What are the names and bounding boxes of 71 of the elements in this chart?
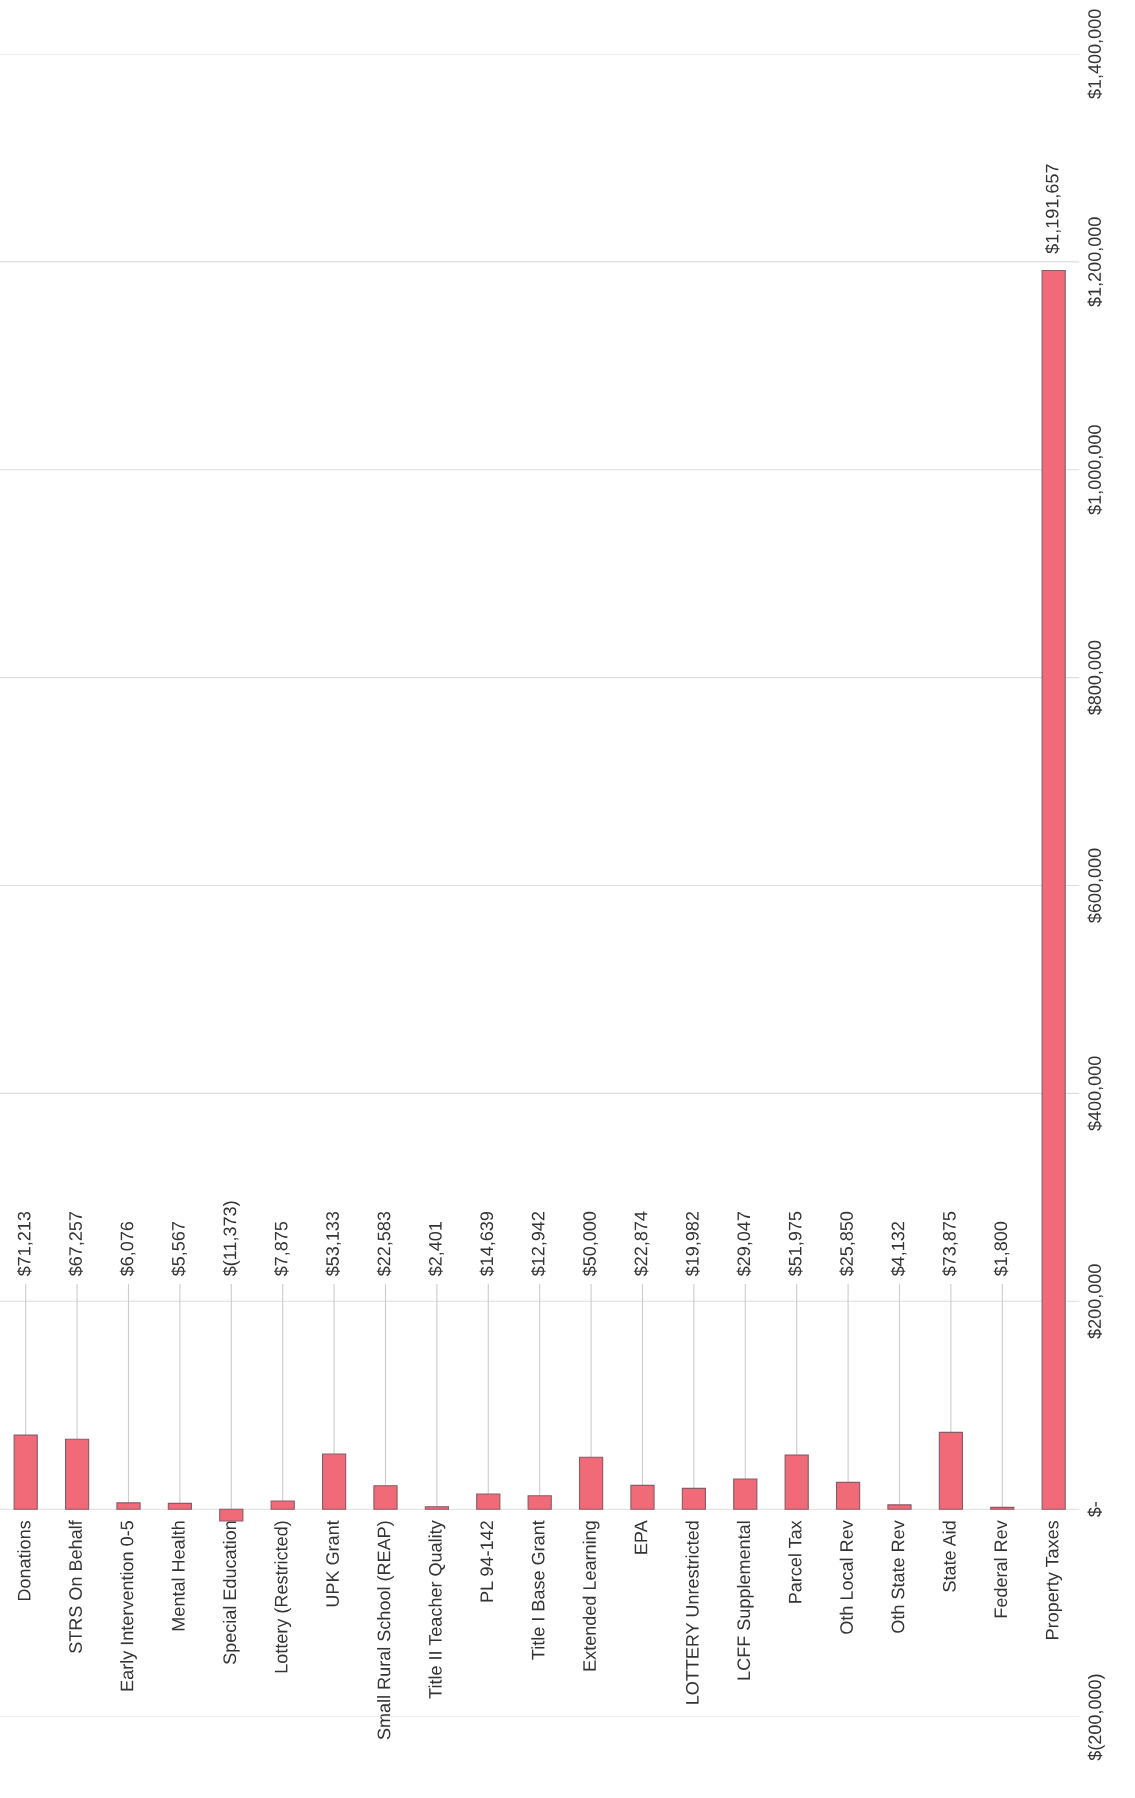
data-label: $14,639 [479,1211,496,1277]
data-label: $2,401 [428,1222,444,1277]
bar [578,1456,604,1510]
bar [64,1438,90,1510]
bar [13,1434,38,1510]
x-tick-label: State Aid [942,1521,956,1592]
bar [424,1506,450,1510]
x-tick-label: UPK Grant [326,1520,339,1607]
data-label: $5,567 [171,1222,187,1277]
data-label: $22,874 [633,1211,650,1277]
x-tick-label: EPA [634,1520,648,1554]
bar [887,1504,912,1510]
data-label: $1,800 [993,1221,1010,1277]
x-tick-label: Oth State Rev [891,1520,905,1633]
data-label: $73,875 [942,1211,958,1277]
bar [167,1502,193,1510]
bar [219,1508,244,1522]
data-label: $53,133 [325,1211,342,1277]
bar [116,1502,141,1510]
y-tick-label: $400,000 [1087,1056,1104,1131]
x-tick-label: LCFF Supplemental [736,1521,754,1680]
data-label: $22,583 [376,1211,393,1277]
y-tick-label: $200,000 [1087,1264,1104,1339]
x-tick-label: Small Rural School (REAP) [377,1521,394,1740]
y-tick-label: $(200,000) [1087,1674,1105,1761]
data-label: $25,850 [839,1211,856,1277]
bar [321,1453,347,1510]
data-label: $(11,373) [222,1201,240,1277]
x-tick-label: PL 94-142 [480,1521,494,1602]
x-tick-label: Title I Base Grant [531,1520,545,1660]
data-label: $1,191,657 [1044,164,1061,254]
x-tick-label: STRS On Behalf [68,1520,82,1653]
data-label: $6,076 [119,1221,136,1277]
bar [373,1485,398,1510]
y-tick-label: $1,000,000 [1087,425,1104,515]
bar [270,1500,295,1510]
x-tick-label: Early Intervention 0-5 [120,1521,137,1691]
y-tick-label: $1,200,000 [1087,217,1104,307]
data-label: $4,132 [890,1222,907,1277]
data-label: $71,213 [17,1211,33,1277]
y-tick-label: $600,000 [1087,848,1104,923]
bar [630,1484,655,1510]
x-tick-label: Lottery (Restricted) [274,1521,292,1673]
data-label: $51,975 [787,1211,804,1277]
x-tick-label: Donations [17,1520,31,1601]
y-tick-label: $800,000 [1087,640,1104,716]
bar [938,1431,964,1510]
x-tick-label: Extended Learning [582,1521,600,1671]
bar [784,1454,809,1510]
bar [835,1481,861,1510]
bar [527,1495,552,1510]
x-tick-label: Parcel Tax [788,1520,802,1603]
data-label: $50,000 [582,1211,599,1277]
y-tick-label: $- [1087,1501,1103,1518]
x-tick-label: Property Taxes [1045,1520,1063,1639]
x-tick-label: Title II Teacher Quality [428,1520,446,1699]
x-tick-label: Federal Rev [993,1520,1008,1618]
data-label: $19,982 [685,1212,701,1277]
data-label: $29,047 [736,1212,753,1277]
x-tick-label: Special Education [222,1521,240,1665]
bar [476,1493,501,1510]
data-label: $67,257 [68,1212,85,1277]
x-tick-label: Mental Health [171,1521,185,1631]
bar [1041,269,1066,1510]
y-tick-label: $1,400,000 [1087,9,1104,99]
x-tick-label: LOTTERY Unrestricted [685,1521,699,1704]
data-label: $12,942 [530,1212,547,1277]
data-label: $7,875 [274,1221,290,1277]
x-tick-label: Oth Local Rev [839,1520,853,1634]
bar [681,1487,707,1510]
bar [733,1478,758,1510]
